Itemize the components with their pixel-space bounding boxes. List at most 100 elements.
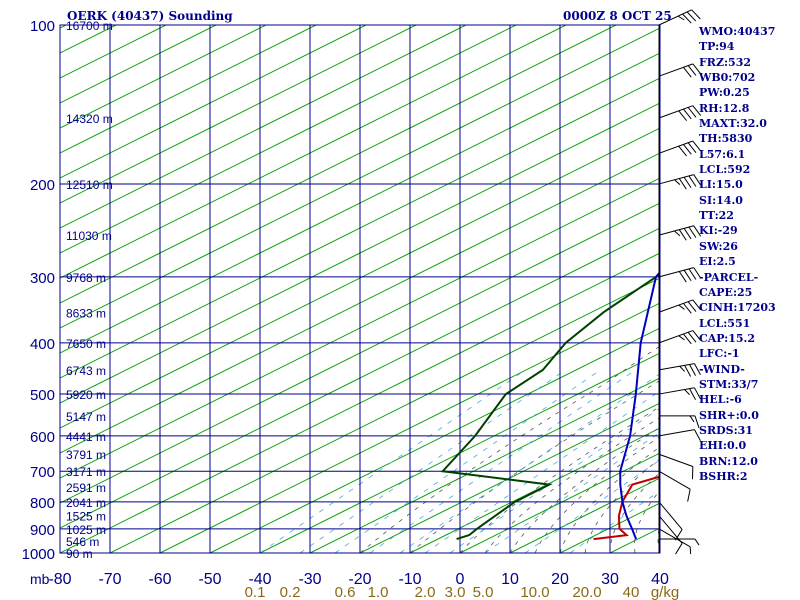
dry-adiabat — [60, 77, 660, 379]
pressure-axis-label: mb — [30, 571, 50, 587]
index-line: LFC:-1 — [699, 347, 740, 361]
mixing-ratio-line — [259, 369, 526, 553]
index-line: TH:5830 — [699, 132, 753, 146]
pressure-tick-label: 500 — [30, 387, 55, 404]
mixing-ratio-label: g/kg — [651, 584, 679, 600]
dry-adiabat — [60, 227, 660, 529]
index-line: LCL:592 — [699, 163, 751, 177]
dry-adiabat — [508, 477, 660, 553]
dry-adiabat — [60, 102, 660, 404]
height-label: 2591 m — [66, 481, 106, 495]
wind-barb — [658, 429, 701, 441]
index-line: BRN:12.0 — [699, 454, 758, 468]
mixing-ratio-label: 20.0 — [572, 584, 601, 600]
wind-barb — [658, 363, 701, 377]
height-label: 5920 m — [66, 388, 106, 402]
wind-barb — [658, 330, 702, 345]
index-line: BSHR:2 — [699, 469, 748, 483]
wind-barb — [658, 501, 683, 541]
wind-barb — [658, 225, 702, 241]
mixing-ratio-label: 0.2 — [280, 584, 301, 600]
temperature-tick-label: -40 — [248, 571, 271, 588]
isobar-isotherm-grid — [59, 24, 661, 554]
mixing-ratio-label: 2.0 — [415, 584, 436, 600]
temperature-trace — [593, 475, 660, 541]
height-label: 90 m — [66, 547, 93, 561]
dry-adiabat — [408, 427, 660, 553]
mixing-ratio-label: 3.0 — [445, 584, 466, 600]
index-line: CAP:15.2 — [699, 331, 756, 345]
mixing-ratio-line — [334, 369, 601, 553]
wind-barb — [658, 299, 702, 314]
dry-adiabat — [60, 25, 418, 204]
pressure-tick-label: 200 — [30, 177, 55, 194]
index-line: TT:22 — [699, 209, 734, 223]
temperature-tick-label: -80 — [48, 571, 71, 588]
wind-barb-column — [658, 9, 702, 555]
mixing-ratio-label: 40 — [623, 584, 640, 600]
height-label: 1025 m — [66, 523, 106, 537]
temperature-tick-label: 10 — [501, 571, 519, 588]
pressure-tick-label: 600 — [30, 429, 55, 446]
wind-barb — [658, 515, 683, 555]
mixing-ratio-label: 0.1 — [245, 584, 266, 600]
index-line: EI:2.5 — [699, 255, 736, 269]
height-label: 2041 m — [66, 496, 106, 510]
dry-adiabat — [60, 25, 368, 179]
temperature-tick-label: -10 — [398, 571, 421, 588]
moist-adiabat — [584, 458, 660, 553]
pressure-tick-label: 1000 — [22, 546, 55, 563]
index-line: SRDS:31 — [699, 423, 753, 437]
height-label: 5147 m — [66, 410, 106, 424]
index-line: L57:6.1 — [699, 147, 746, 161]
wind-barb — [659, 415, 700, 429]
index-line: STM:33/7 — [699, 377, 759, 391]
index-line: EHI:0.0 — [699, 439, 747, 453]
index-line: SW:26 — [699, 239, 738, 253]
wind-barb — [658, 140, 702, 157]
height-label: 1525 m — [66, 510, 106, 524]
dry-adiabat — [60, 25, 318, 154]
wind-barb — [658, 470, 691, 502]
height-label: 8633 m — [66, 306, 106, 320]
index-line: RH:12.8 — [699, 101, 750, 115]
pressure-tick-label: 100 — [30, 18, 55, 35]
dry-adiabat — [60, 152, 660, 454]
index-line: PW:0.25 — [699, 86, 750, 100]
height-label: 14320 m — [66, 112, 113, 126]
height-label: 11030 m — [66, 229, 112, 243]
dry-adiabat — [258, 352, 660, 553]
moist-adiabat — [409, 380, 660, 553]
index-line: FRZ:532 — [699, 55, 752, 69]
dry-adiabat — [60, 177, 660, 479]
temperature-tick-label: 30 — [601, 571, 619, 588]
index-line: LCL:551 — [699, 316, 751, 330]
mixing-ratio-line — [369, 369, 636, 553]
temperature-tick-label: -20 — [348, 571, 371, 588]
wind-barb — [658, 63, 702, 78]
dry-adiabat — [60, 202, 660, 504]
dry-adiabat — [60, 25, 518, 254]
dry-adiabat — [208, 327, 660, 553]
pressure-tick-label: 900 — [30, 522, 55, 539]
mixing-ratio-line — [424, 390, 660, 553]
mixing-ratio-line — [299, 369, 566, 553]
height-label: 12510 m — [66, 178, 113, 192]
dry-adiabat — [458, 452, 660, 553]
moist-adiabat — [559, 446, 660, 553]
mixing-ratio-line — [399, 373, 660, 553]
parcel-trace — [619, 270, 660, 540]
height-label: 3791 m — [66, 448, 106, 462]
pressure-tick-label: 800 — [30, 495, 55, 512]
mixing-ratio-label: 0.6 — [335, 584, 356, 600]
index-line: WMO:40437 — [699, 25, 776, 38]
dry-adiabat — [60, 25, 168, 79]
dry-adiabat — [60, 25, 468, 229]
index-line: CAPE:25 — [699, 285, 753, 299]
dry-adiabat — [108, 277, 660, 553]
moist-adiabat — [459, 405, 660, 553]
wind-barb — [658, 387, 701, 401]
pressure-tick-label: 700 — [30, 464, 55, 481]
